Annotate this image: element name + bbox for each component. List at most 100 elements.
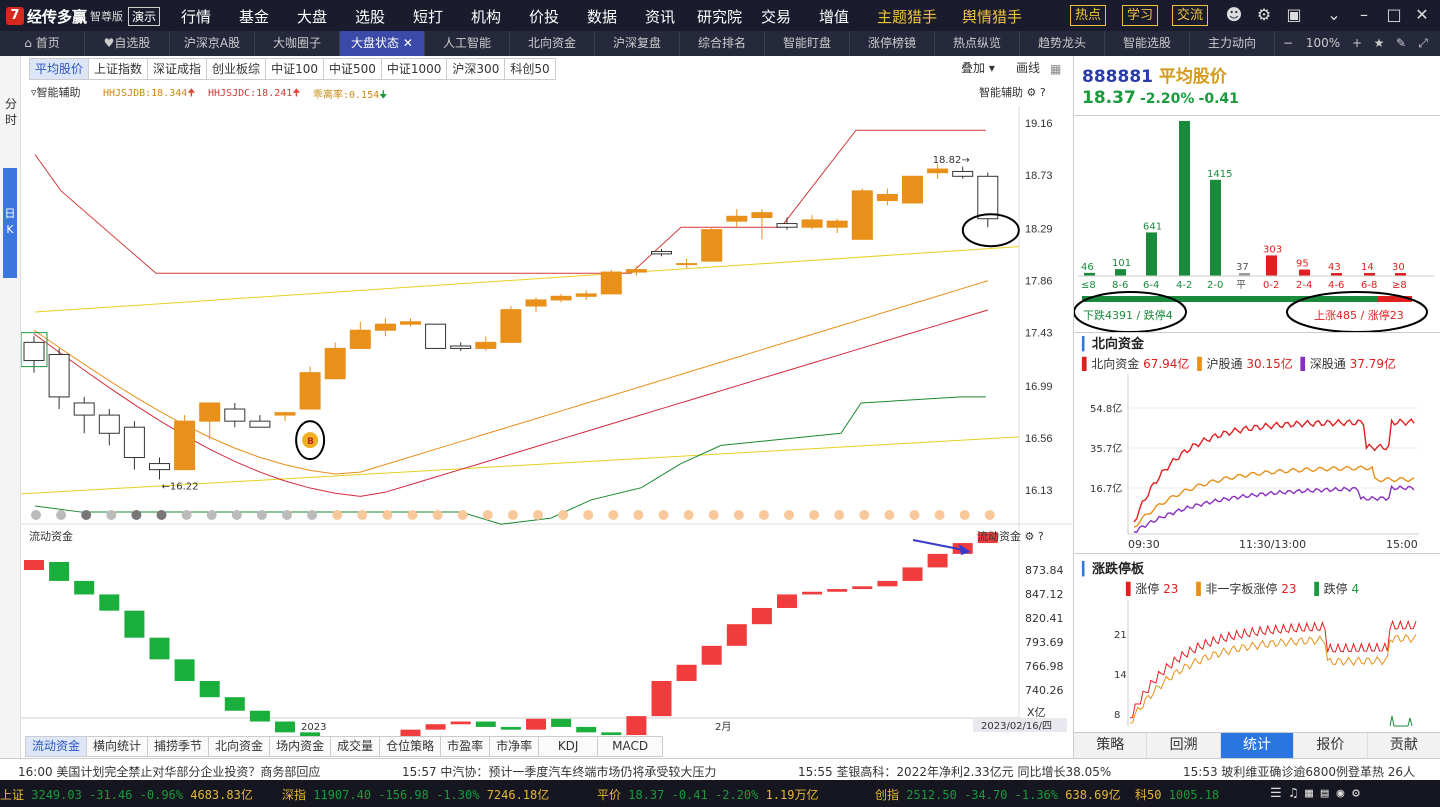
menu-item-fund[interactable]: 基金 xyxy=(239,8,270,26)
ticker-avg[interactable]: 平价 18.37 -0.41 -2.20% 1.19万亿 xyxy=(597,786,818,803)
news-item[interactable]: 16:00 美国计划完全禁止对华部分企业投资？商务部回应 xyxy=(18,763,320,780)
tab-ai[interactable]: 人工智能 xyxy=(425,31,510,56)
menu-item-stock-pick[interactable]: 选股 xyxy=(355,8,386,26)
menu-item-short[interactable]: 短打 xyxy=(413,8,444,26)
ticker-sz[interactable]: 深指 11907.40 -156.98 -1.30% 7246.18亿 xyxy=(282,786,549,803)
menu-item-institution[interactable]: 机构 xyxy=(471,8,502,26)
tab-monitor[interactable]: 智能盯盘 xyxy=(765,31,850,56)
rtab-contribution[interactable]: 贡献 xyxy=(1368,733,1440,758)
index-btn-hs300[interactable]: 沪深300 xyxy=(446,58,506,80)
news-item[interactable]: 15:53 玻利维亚确诊逾6800例登革热 26人 xyxy=(1183,763,1415,780)
list-icon[interactable]: ☰ xyxy=(1270,786,1282,801)
maximize-icon[interactable]: □ xyxy=(1386,5,1402,24)
hot-button[interactable]: 热点 xyxy=(1070,5,1107,26)
grid-icon[interactable]: ▦ xyxy=(1050,62,1062,76)
day-k-tab[interactable]: 日K xyxy=(3,168,17,278)
help-icon[interactable]: ? xyxy=(1039,86,1046,99)
btab-kdj[interactable]: KDJ xyxy=(538,736,599,757)
help-icon[interactable]: ? xyxy=(1037,530,1044,543)
tab-home[interactable]: ⌂ 首页 xyxy=(0,31,85,56)
star-icon[interactable]: ★ xyxy=(1373,36,1385,50)
tab-watchlist[interactable]: ♥自选股 xyxy=(85,31,170,56)
news-ticker: 16:00 美国计划完全禁止对华部分企业投资？商务部回应 15:57 中汽协：预… xyxy=(0,758,1440,780)
gear-icon[interactable]: ⚙ xyxy=(1024,530,1035,543)
index-btn-csi100[interactable]: 中证100 xyxy=(265,58,324,80)
grid-icon[interactable]: ▦ xyxy=(1305,786,1313,801)
gear-icon[interactable]: ⚙ xyxy=(1026,86,1037,99)
user-icon[interactable]: ☻ xyxy=(1225,5,1243,24)
tab-smart-pick[interactable]: 智能选股 xyxy=(1105,31,1190,56)
tab-review[interactable]: 沪深复盘 xyxy=(595,31,680,56)
menu-item-quotes[interactable]: 行情 xyxy=(181,8,212,26)
tab-trend-leader[interactable]: 趋势龙头 xyxy=(1020,31,1105,56)
index-btn-sz[interactable]: 深证成指 xyxy=(147,58,208,80)
rtab-backtrack[interactable]: 回溯 xyxy=(1147,733,1221,758)
zoom-in-icon[interactable]: + xyxy=(1351,36,1363,50)
tab-hotspot[interactable]: 热点纵览 xyxy=(935,31,1020,56)
rtab-statistics[interactable]: 统计 xyxy=(1220,733,1295,758)
index-btn-sh[interactable]: 上证指数 xyxy=(88,58,149,80)
ticker-star50[interactable]: 科50 1005.18 xyxy=(1135,786,1219,803)
btab-macd[interactable]: MACD xyxy=(597,736,664,757)
overlay-dropdown[interactable]: 叠加 ▾ xyxy=(956,58,1000,80)
index-btn-gem[interactable]: 创业板综 xyxy=(206,58,267,80)
chat-button[interactable]: 交流 xyxy=(1172,5,1209,26)
close-icon[interactable]: ✕ xyxy=(1415,5,1429,24)
tab-circle[interactable]: 大咖圈子 xyxy=(255,31,340,56)
btab-pe[interactable]: 市盈率 xyxy=(440,736,491,757)
index-btn-csi500[interactable]: 中证500 xyxy=(322,58,382,80)
tab-market-status[interactable]: 大盘状态 ✕ xyxy=(340,31,425,56)
tab-limit-board[interactable]: 涨停榜镜 xyxy=(850,31,935,56)
chevron-down-icon[interactable]: ⌄ xyxy=(1327,5,1341,24)
ticker-gem[interactable]: 创指 2512.50 -34.70 -1.36% 638.69亿 xyxy=(875,786,1121,803)
minimize-icon[interactable]: – xyxy=(1360,5,1368,24)
btab-horizontal[interactable]: 横向统计 xyxy=(86,736,149,757)
ticker-name: 科50 xyxy=(1135,788,1162,802)
minute-tab[interactable]: 分时 xyxy=(4,97,17,127)
rtab-strategy[interactable]: 策略 xyxy=(1074,733,1148,758)
edit-icon[interactable]: ✎ xyxy=(1395,36,1407,50)
menu-item-trade[interactable]: 交易 xyxy=(761,8,792,26)
demo-badge[interactable]: 演示 xyxy=(128,6,161,26)
btab-northbound[interactable]: 北向资金 xyxy=(208,736,271,757)
sound-icon[interactable]: ♫ xyxy=(1289,786,1298,801)
settings-icon[interactable]: ⚙ xyxy=(1352,786,1360,801)
tab-main-force[interactable]: 主力动向 xyxy=(1190,31,1275,56)
rtab-quote[interactable]: 报价 xyxy=(1294,733,1368,758)
menu-item-value[interactable]: 价投 xyxy=(529,8,560,26)
menu-item-data[interactable]: 数据 xyxy=(587,8,618,26)
menu-item-market[interactable]: 大盘 xyxy=(297,8,328,26)
index-btn-star50[interactable]: 科创50 xyxy=(504,58,556,80)
gear-icon[interactable]: ⚙ xyxy=(1256,5,1272,24)
learn-button[interactable]: 学习 xyxy=(1122,5,1159,26)
btab-position[interactable]: 仓位策略 xyxy=(379,736,442,757)
tab-ranking[interactable]: 综合排名 xyxy=(680,31,765,56)
menu-item-plus[interactable]: 增值 xyxy=(819,8,850,26)
btab-pb[interactable]: 市净率 xyxy=(489,736,540,757)
menu-item-theme-hunter[interactable]: 主题猎手 xyxy=(877,8,938,26)
btab-season[interactable]: 捕捞季节 xyxy=(147,736,210,757)
app-logo[interactable]: 7 经传多赢 智尊版 演示 xyxy=(6,5,161,27)
zoom-out-icon[interactable]: − xyxy=(1282,36,1294,50)
menu-item-sentiment-hunter[interactable]: 舆情猎手 xyxy=(962,8,1023,26)
news-item[interactable]: 15:55 荃银高科：2022年净利2.33亿元 同比增长38.05% xyxy=(798,763,1111,780)
draw-line-button[interactable]: 画线 xyxy=(1011,58,1046,80)
chart-icon[interactable]: ▤ xyxy=(1320,786,1329,801)
menu-item-research[interactable]: 研究院 xyxy=(697,8,743,26)
candlestick-chart[interactable]: 19.16 18.73 18.29 17.86 17.43 16.99 16.56 16.13… xyxy=(21,56,1072,526)
index-btn-avg-price[interactable]: 平均股价 xyxy=(29,58,90,80)
close-tab-icon[interactable]: ✕ xyxy=(402,36,413,50)
btab-volume[interactable]: 成交量 xyxy=(330,736,381,757)
window-icon[interactable]: ▣ xyxy=(1286,5,1302,24)
btab-liquidity[interactable]: 流动资金 xyxy=(25,736,88,757)
lock-icon[interactable]: ◉ xyxy=(1336,786,1345,801)
expand-icon[interactable]: ⤢ xyxy=(1418,36,1428,50)
btab-onfloor[interactable]: 场内资金 xyxy=(269,736,332,757)
menu-item-news[interactable]: 资讯 xyxy=(645,8,676,26)
price-tick: 16.13 xyxy=(1025,485,1053,497)
tab-northbound[interactable]: 北向资金 xyxy=(510,31,595,56)
news-item[interactable]: 15:57 中汽协：预计一季度汽车终端市场仍将承受较大压力 xyxy=(402,763,716,780)
tab-a-shares[interactable]: 沪深京A股 xyxy=(170,31,255,56)
ticker-sh[interactable]: 上证 3249.03 -31.46 -0.96% 4683.83亿 xyxy=(0,786,253,803)
assist-toggle[interactable]: ▿智能辅助 xyxy=(31,84,81,100)
